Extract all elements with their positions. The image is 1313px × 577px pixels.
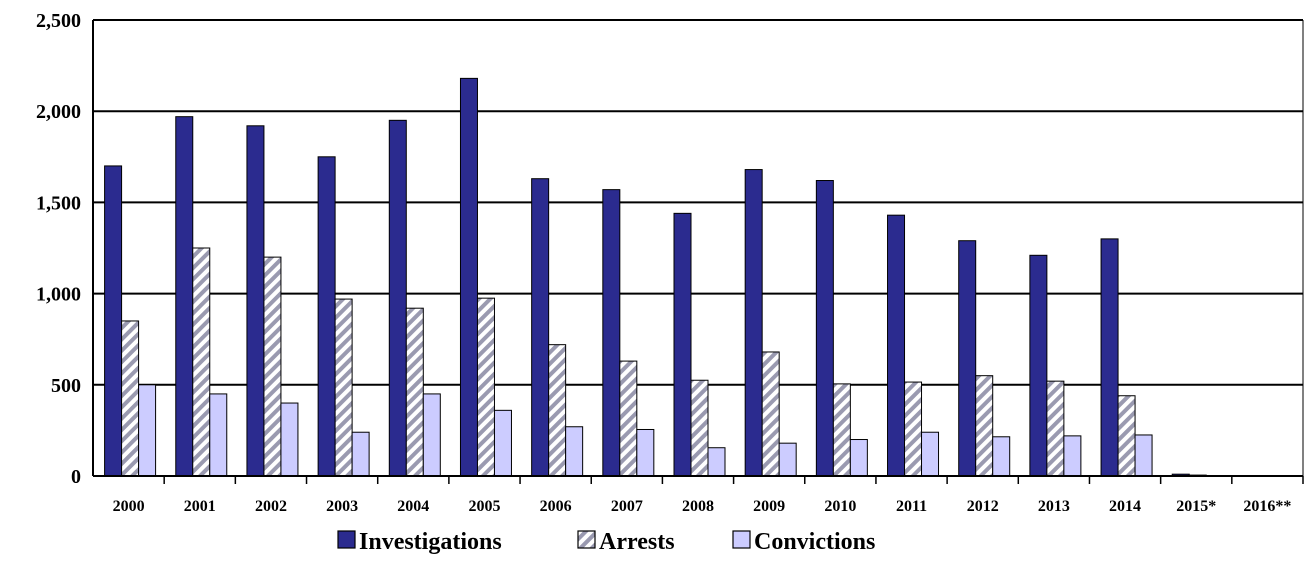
bar-investigations: [1029, 254, 1048, 477]
x-tick-label: 2016**: [1243, 498, 1291, 515]
legend-swatch-convictions: [732, 530, 751, 549]
bar-arrests: [1046, 380, 1065, 477]
bar-arrests: [1117, 395, 1136, 477]
bar-arrests: [761, 351, 780, 477]
bar-arrests: [975, 375, 994, 477]
x-tick-label: 2009: [753, 498, 785, 515]
bar-convictions: [707, 447, 726, 477]
bar-investigations: [744, 169, 763, 477]
bar-convictions: [1063, 435, 1082, 477]
bar-convictions: [280, 402, 299, 477]
y-tick-label: 2,000: [36, 101, 81, 123]
bar-arrests: [619, 360, 638, 477]
x-tick-label: 2011: [896, 498, 927, 515]
x-tick-label: 2008: [682, 498, 714, 515]
y-tick-label: 1,500: [36, 192, 81, 214]
bar-investigations: [815, 180, 834, 477]
x-tick-label: 2012: [967, 498, 999, 515]
y-tick-label: 1,000: [36, 284, 81, 306]
legend-label-arrests: Arrests: [599, 529, 675, 555]
bar-convictions: [422, 393, 441, 477]
x-tick-label: 2010: [824, 498, 856, 515]
legend-label-investigations: Investigations: [359, 529, 502, 555]
bar-convictions: [636, 428, 655, 477]
x-tick-label: 2015*: [1176, 498, 1216, 515]
bar-convictions: [493, 409, 512, 477]
x-tick-label: 2006: [540, 498, 572, 515]
bar-investigations: [317, 156, 336, 477]
bar-investigations: [246, 125, 265, 477]
bar-arrests: [263, 256, 282, 477]
x-tick-label: 2001: [184, 498, 216, 515]
bar-arrests: [904, 381, 923, 477]
bar-investigations: [673, 212, 692, 477]
y-tick-label: 500: [51, 375, 81, 397]
bar-convictions: [565, 426, 584, 477]
bar-investigations: [104, 165, 123, 477]
bar-arrests: [548, 344, 567, 477]
bars: [104, 77, 1207, 477]
bar-arrests: [476, 297, 495, 477]
legend-label-convictions: Convictions: [754, 529, 875, 555]
legend: Investigations Arrests Convictions: [337, 529, 875, 555]
bar-investigations: [1100, 238, 1119, 477]
bar-convictions: [138, 384, 157, 477]
x-tick-label: 2000: [113, 498, 145, 515]
bar-convictions: [992, 436, 1011, 477]
bar-convictions: [778, 442, 797, 477]
x-tick-label: 2002: [255, 498, 287, 515]
y-tick-label: 2,500: [36, 10, 81, 32]
bar-arrests: [405, 307, 424, 477]
bar-convictions: [849, 439, 868, 477]
bar-convictions: [209, 393, 228, 477]
x-tick-label: 2003: [326, 498, 358, 515]
x-tick-label: 2005: [468, 498, 500, 515]
axes: 0 500 1,000 1,500 2,000 2,500 2000 2001 2002 2003…: [36, 10, 1304, 515]
y-tick-label: 0: [71, 466, 81, 488]
bar-arrests: [192, 247, 211, 477]
bar-convictions: [921, 431, 940, 477]
bar-investigations: [459, 77, 478, 477]
bar-convictions: [351, 431, 370, 477]
x-tick-label: 2004: [397, 498, 429, 515]
legend-swatch-investigations: [337, 530, 356, 549]
bar-investigations: [958, 240, 977, 477]
bar-convictions: [1134, 434, 1153, 477]
bar-investigations: [388, 119, 407, 477]
bar-investigations: [175, 116, 194, 477]
bar-arrests: [832, 383, 851, 477]
bar-investigations: [602, 189, 621, 477]
bar-investigations: [531, 178, 550, 477]
bar-arrests: [334, 298, 353, 477]
bar-arrests: [690, 379, 709, 477]
legend-swatch-arrests: [577, 530, 596, 549]
bar-arrests: [121, 320, 140, 477]
bar-investigations: [887, 214, 906, 477]
x-tick-label: 2014: [1109, 498, 1141, 515]
x-tick-label: 2007: [611, 498, 643, 515]
x-tick-label: 2013: [1038, 498, 1070, 515]
